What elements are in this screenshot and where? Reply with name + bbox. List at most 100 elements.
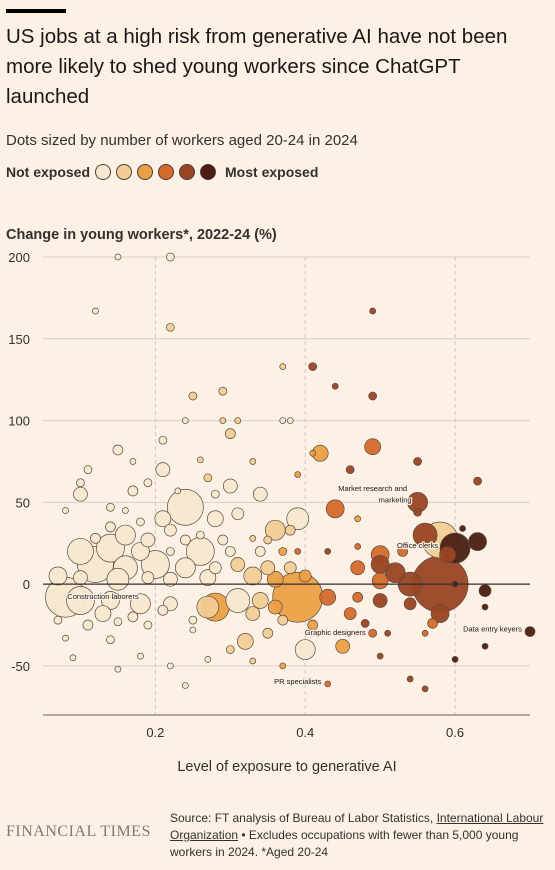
data-point [166,322,175,332]
data-point [62,507,69,514]
legend-right-label: Most exposed [225,164,319,180]
data-point [267,599,283,615]
data-point [164,523,177,537]
data-point [53,615,63,625]
data-point [167,662,174,670]
data-point [249,657,257,665]
data-point [284,524,296,536]
data-point [406,675,414,683]
data-point [208,561,222,575]
data-point [421,629,429,637]
source-note: Source: FT analysis of Bureau of Labor S… [170,810,550,861]
data-points [43,252,536,693]
data-point [262,627,274,639]
data-point [219,417,227,424]
data-point [199,569,217,586]
data-point [224,546,236,557]
data-point [421,685,429,693]
data-point [182,682,189,689]
data-point [115,524,136,546]
data-point [283,561,297,575]
data-point [277,614,289,626]
source-suffix: • Excludes occupations with fewer than 5… [170,828,519,859]
data-point [325,499,345,519]
data-point [224,428,236,440]
data-point [154,510,172,528]
data-point [371,572,389,590]
data-point [105,521,116,533]
data-point [468,532,487,551]
gridlines [43,256,530,716]
data-point [403,597,417,611]
data-point [368,628,378,638]
data-point [376,652,384,660]
data-point [350,560,366,576]
data-point [204,656,212,663]
data-point [101,591,120,610]
y-tick-label: 200 [8,250,30,265]
data-point [69,654,77,662]
data-point [127,485,139,497]
source-prefix: Source: FT analysis of Bureau of Labor S… [170,811,434,825]
data-point [66,586,95,615]
data-point [225,588,251,613]
data-point [106,567,130,591]
data-point [279,417,287,424]
annotation-label: Construction laborers [67,592,139,601]
data-point [345,465,355,474]
data-point [354,515,362,523]
y-tick-label: 150 [8,332,30,347]
data-point [83,465,93,474]
data-point [427,618,438,629]
legend-swatch-4 [179,164,196,180]
data-point [127,611,139,623]
data-point [167,488,204,526]
data-point [203,473,213,483]
data-point [352,591,364,603]
data-point [384,629,391,637]
x-axis-label: Level of exposure to generative AI [177,759,396,775]
data-point [231,507,245,521]
data-point [294,548,302,555]
annotation-label: Graphic designers [305,628,366,637]
legend-swatch-1 [116,164,133,180]
data-point [230,557,246,572]
data-point [82,619,94,631]
data-point [451,656,459,663]
x-tick-label: 0.2 [146,725,164,740]
data-point [166,547,175,556]
x-tick-label: 0.6 [446,725,464,740]
data-point [263,535,273,545]
data-point [524,626,536,637]
legend-swatch-0 [95,164,112,180]
data-point [439,546,456,564]
x-tick-labels: 0.2 0.4 0.6 [146,725,464,740]
data-point [73,486,88,502]
annotations: Construction laborers Market research and… [66,483,523,687]
data-point [298,569,312,583]
data-point [354,543,362,550]
source-link-ilo[interactable]: International Labour Organization [170,811,544,842]
data-point [210,489,220,499]
y-axis-label: Change in young workers*, 2022-24 (%) [6,227,277,243]
annotation-label: Data entry keyers [463,625,522,634]
y-tick-labels: -50 0 50 100 150 200 [8,250,30,674]
data-point [279,363,287,370]
data-point [106,502,115,512]
scatter-chart: Change in young workers*, 2022-24 (%) Co… [6,227,536,775]
data-point [188,391,198,401]
data-point [412,522,438,548]
data-point [67,538,94,565]
data-point [62,634,69,642]
ft-logo: FINANCIAL TIMES [6,823,151,840]
data-point [413,507,422,517]
data-point [76,478,85,488]
data-point [459,525,466,532]
data-point [143,620,153,630]
data-point [234,417,242,424]
data-point [370,555,390,574]
data-point [368,391,378,401]
data-point [114,253,122,261]
data-point [324,548,332,555]
data-point [180,534,191,546]
